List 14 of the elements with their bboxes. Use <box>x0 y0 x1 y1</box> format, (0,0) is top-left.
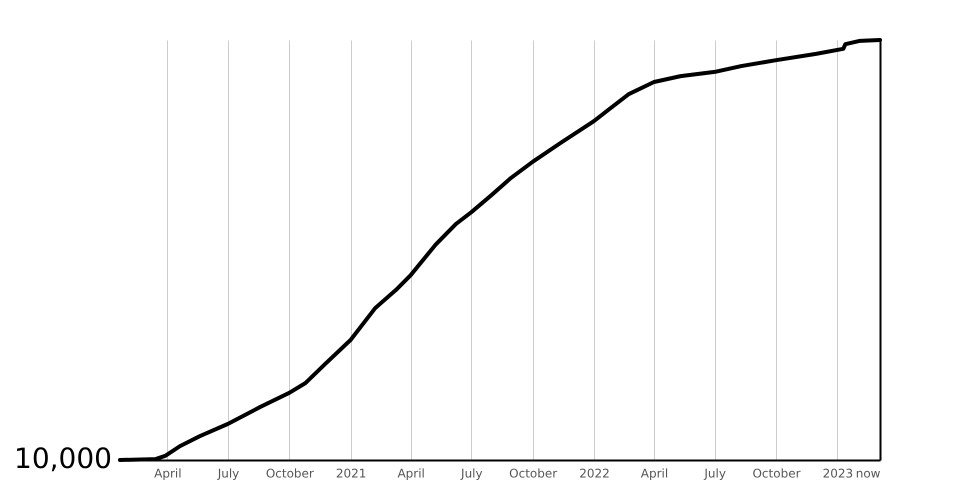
x-tick-label: April <box>397 466 425 480</box>
x-tick-label: 2023 <box>822 466 854 480</box>
x-tick-label: October <box>509 466 558 480</box>
x-tick-label: now <box>856 466 881 480</box>
x-tick-label: April <box>640 466 668 480</box>
x-tick-label: July <box>460 466 483 480</box>
x-tick-label: July <box>216 466 240 480</box>
x-tick-label: July <box>703 466 726 480</box>
x-tick-label: 2022 <box>579 466 610 480</box>
x-tick-label: April <box>154 466 182 480</box>
x-tick-label: October <box>752 466 801 480</box>
x-tick-label: October <box>266 466 314 480</box>
x-tick-label: 2021 <box>336 466 366 480</box>
text: 10,000 <box>14 442 112 475</box>
